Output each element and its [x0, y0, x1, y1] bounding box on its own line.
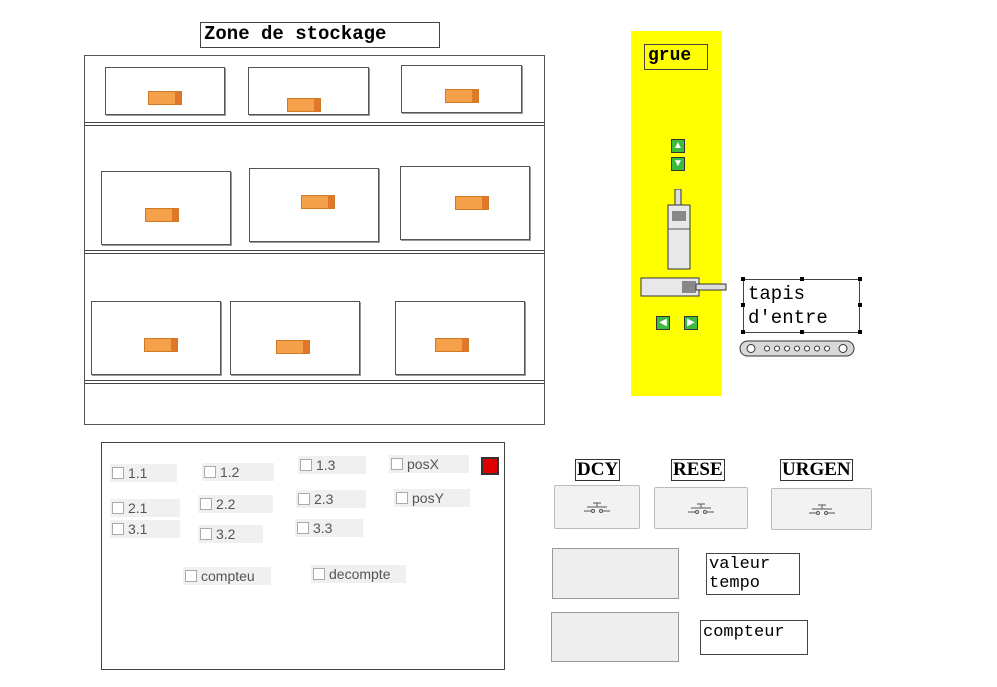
checkbox-box[interactable] — [396, 492, 408, 504]
shelf-divider — [85, 122, 544, 126]
shelf-divider — [85, 380, 544, 384]
conveyor-belt-icon — [739, 340, 855, 357]
crate-icon — [445, 89, 479, 103]
checkbox-1-3[interactable]: 1.3 — [298, 456, 366, 474]
checkbox-1-2[interactable]: 1.2 — [202, 463, 274, 481]
checkbox-label: decompte — [329, 566, 391, 582]
checkbox-box[interactable] — [297, 522, 309, 534]
urgence-label: URGEN — [780, 459, 853, 481]
arrow-right-icon[interactable]: ▶ — [684, 316, 698, 330]
checkbox-2-1[interactable]: 2.1 — [110, 499, 180, 517]
checkbox-2-3[interactable]: 2.3 — [296, 490, 366, 508]
checkbox-label: posX — [407, 456, 439, 472]
checkbox-label: 3.2 — [216, 526, 236, 542]
storage-cell-1-3[interactable] — [401, 65, 522, 113]
reset-button[interactable] — [654, 487, 748, 529]
storage-cell-2-2[interactable] — [249, 168, 379, 242]
checkbox-3-2[interactable]: 3.2 — [198, 525, 263, 543]
checkbox-box[interactable] — [313, 568, 325, 580]
checkbox-label: 1.1 — [128, 465, 148, 481]
checkbox-3-1[interactable]: 3.1 — [110, 520, 180, 538]
checkbox-box[interactable] — [112, 502, 124, 514]
crane-label: grue — [644, 44, 708, 70]
checkbox-box[interactable] — [200, 528, 212, 540]
storage-cell-2-3[interactable] — [400, 166, 530, 240]
storage-cell-1-2[interactable] — [248, 67, 369, 115]
checkbox-label: 2.2 — [216, 496, 236, 512]
reset-label: RESE — [671, 459, 725, 481]
checkbox-label: 1.3 — [316, 457, 336, 473]
selection-handle[interactable] — [858, 277, 862, 281]
crate-icon — [287, 98, 321, 112]
checkbox-compteur[interactable]: compteu — [183, 567, 271, 585]
pushbutton-icon — [808, 504, 835, 515]
storage-cell-1-1[interactable] — [105, 67, 225, 115]
status-indicator — [481, 457, 499, 475]
checkbox-3-3[interactable]: 3.3 — [295, 519, 363, 537]
checkbox-box[interactable] — [200, 498, 212, 510]
checkbox-label: 1.2 — [220, 464, 240, 480]
storage-cell-3-1[interactable] — [91, 301, 221, 375]
checkbox-label: posY — [412, 490, 444, 506]
checkbox-box[interactable] — [300, 459, 312, 471]
checkbox-box[interactable] — [112, 523, 124, 535]
crate-icon — [301, 195, 335, 209]
valeur-tempo-label: valeur tempo — [706, 553, 800, 595]
crate-icon — [145, 208, 179, 222]
conveyor-label[interactable]: tapis d'entre — [743, 279, 860, 333]
checkbox-label: compteu — [201, 568, 255, 584]
arrow-down-icon[interactable]: ▼ — [671, 157, 685, 171]
crane-panel: grue ▲ ▼ ◀ ▶ — [631, 31, 727, 396]
crate-icon — [144, 338, 178, 352]
checkbox-1-1[interactable]: 1.1 — [110, 464, 177, 482]
storage-title: Zone de stockage — [200, 22, 440, 48]
selection-handle[interactable] — [800, 330, 804, 334]
checkbox-2-2[interactable]: 2.2 — [198, 495, 273, 513]
checkbox-label: 2.1 — [128, 500, 148, 516]
checkbox-box[interactable] — [112, 467, 124, 479]
storage-cell-3-2[interactable] — [230, 301, 360, 375]
compteur-display — [551, 612, 679, 662]
selection-handle[interactable] — [741, 330, 745, 334]
checkbox-posy[interactable]: posY — [394, 489, 470, 507]
tempo-display — [552, 548, 679, 599]
selection-handle[interactable] — [858, 330, 862, 334]
horizontal-cylinder-icon — [640, 277, 727, 297]
dcy-label: DCY — [575, 459, 621, 481]
storage-area — [84, 55, 545, 425]
checkbox-label: 2.3 — [314, 491, 334, 507]
controls-frame: 1.1 1.2 1.3 posX 2.1 2.2 2.3 posY 3.1 3.… — [101, 442, 505, 670]
selection-handle[interactable] — [800, 277, 804, 281]
checkbox-posx[interactable]: posX — [389, 455, 469, 473]
pushbutton-icon — [584, 502, 610, 513]
crate-icon — [435, 338, 469, 352]
checkbox-label: 3.3 — [313, 520, 333, 536]
crate-icon — [455, 196, 489, 210]
arrow-up-icon[interactable]: ▲ — [671, 139, 685, 153]
checkbox-label: 3.1 — [128, 521, 148, 537]
selection-handle[interactable] — [858, 303, 862, 307]
checkbox-box[interactable] — [391, 458, 403, 470]
dcy-button[interactable] — [554, 485, 640, 529]
checkbox-decompte[interactable]: decompte — [311, 565, 406, 583]
pushbutton-icon — [688, 503, 714, 514]
arrow-left-icon[interactable]: ◀ — [656, 316, 670, 330]
selection-handle[interactable] — [741, 303, 745, 307]
checkbox-box[interactable] — [298, 493, 310, 505]
storage-cell-2-1[interactable] — [101, 171, 231, 245]
compteur-label: compteur — [700, 620, 808, 655]
vertical-cylinder-icon — [667, 189, 691, 270]
checkbox-box[interactable] — [204, 466, 216, 478]
crate-icon — [276, 340, 310, 354]
checkbox-box[interactable] — [185, 570, 197, 582]
shelf-divider — [85, 250, 544, 254]
selection-handle[interactable] — [741, 277, 745, 281]
urgence-button[interactable] — [771, 488, 872, 530]
crate-icon — [148, 91, 182, 105]
storage-cell-3-3[interactable] — [395, 301, 525, 375]
